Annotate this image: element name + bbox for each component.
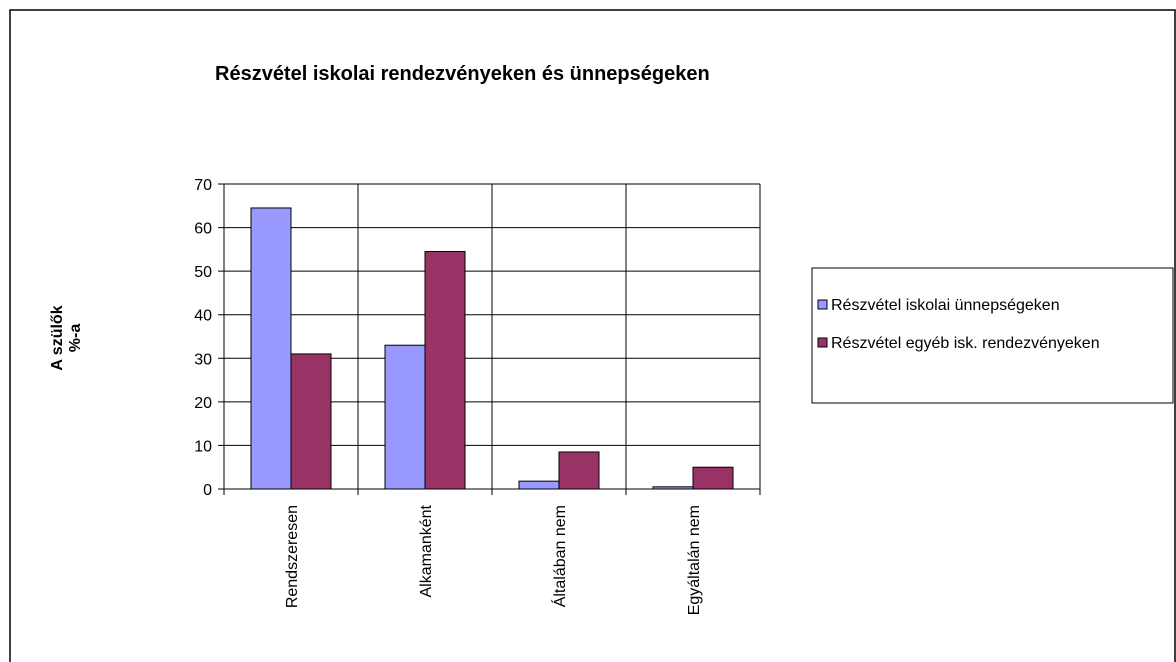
x-tick-label: Egyáltalán nem xyxy=(686,505,703,615)
bar xyxy=(384,344,426,490)
y-tick-label: 20 xyxy=(194,395,212,412)
y-tick-label: 30 xyxy=(194,351,212,368)
bar xyxy=(518,480,560,490)
legend-swatch xyxy=(817,337,828,348)
bar xyxy=(558,451,600,490)
bar xyxy=(424,251,466,490)
legend-swatch xyxy=(817,299,828,310)
x-tick-label: Általában nem xyxy=(550,505,569,607)
y-tick-label: 70 xyxy=(194,177,212,194)
y-tick-label: 60 xyxy=(194,221,212,238)
y-tick-label: 50 xyxy=(194,264,212,281)
bar xyxy=(290,353,332,490)
bar xyxy=(692,466,734,490)
bar xyxy=(652,486,694,490)
legend-box xyxy=(811,267,1174,404)
y-tick-label: 0 xyxy=(203,482,212,499)
x-tick-label: Alkamanként xyxy=(418,504,435,597)
legend-label: Részvétel iskolai ünnepségeken xyxy=(831,297,1060,314)
chart-title: Részvétel iskolai rendezvényeken és ünne… xyxy=(215,63,710,85)
y-axis-label-line: %-a xyxy=(67,324,84,353)
y-axis-label-line: A szülők xyxy=(49,305,66,370)
legend-label: Részvétel egyéb isk. rendezvényeken xyxy=(831,335,1100,352)
y-tick-label: 40 xyxy=(194,308,212,325)
y-axis-label: A szülők%-a xyxy=(49,305,84,370)
y-tick-label: 10 xyxy=(194,438,212,455)
x-tick-label: Rendszeresen xyxy=(284,505,301,608)
bar xyxy=(250,207,292,490)
